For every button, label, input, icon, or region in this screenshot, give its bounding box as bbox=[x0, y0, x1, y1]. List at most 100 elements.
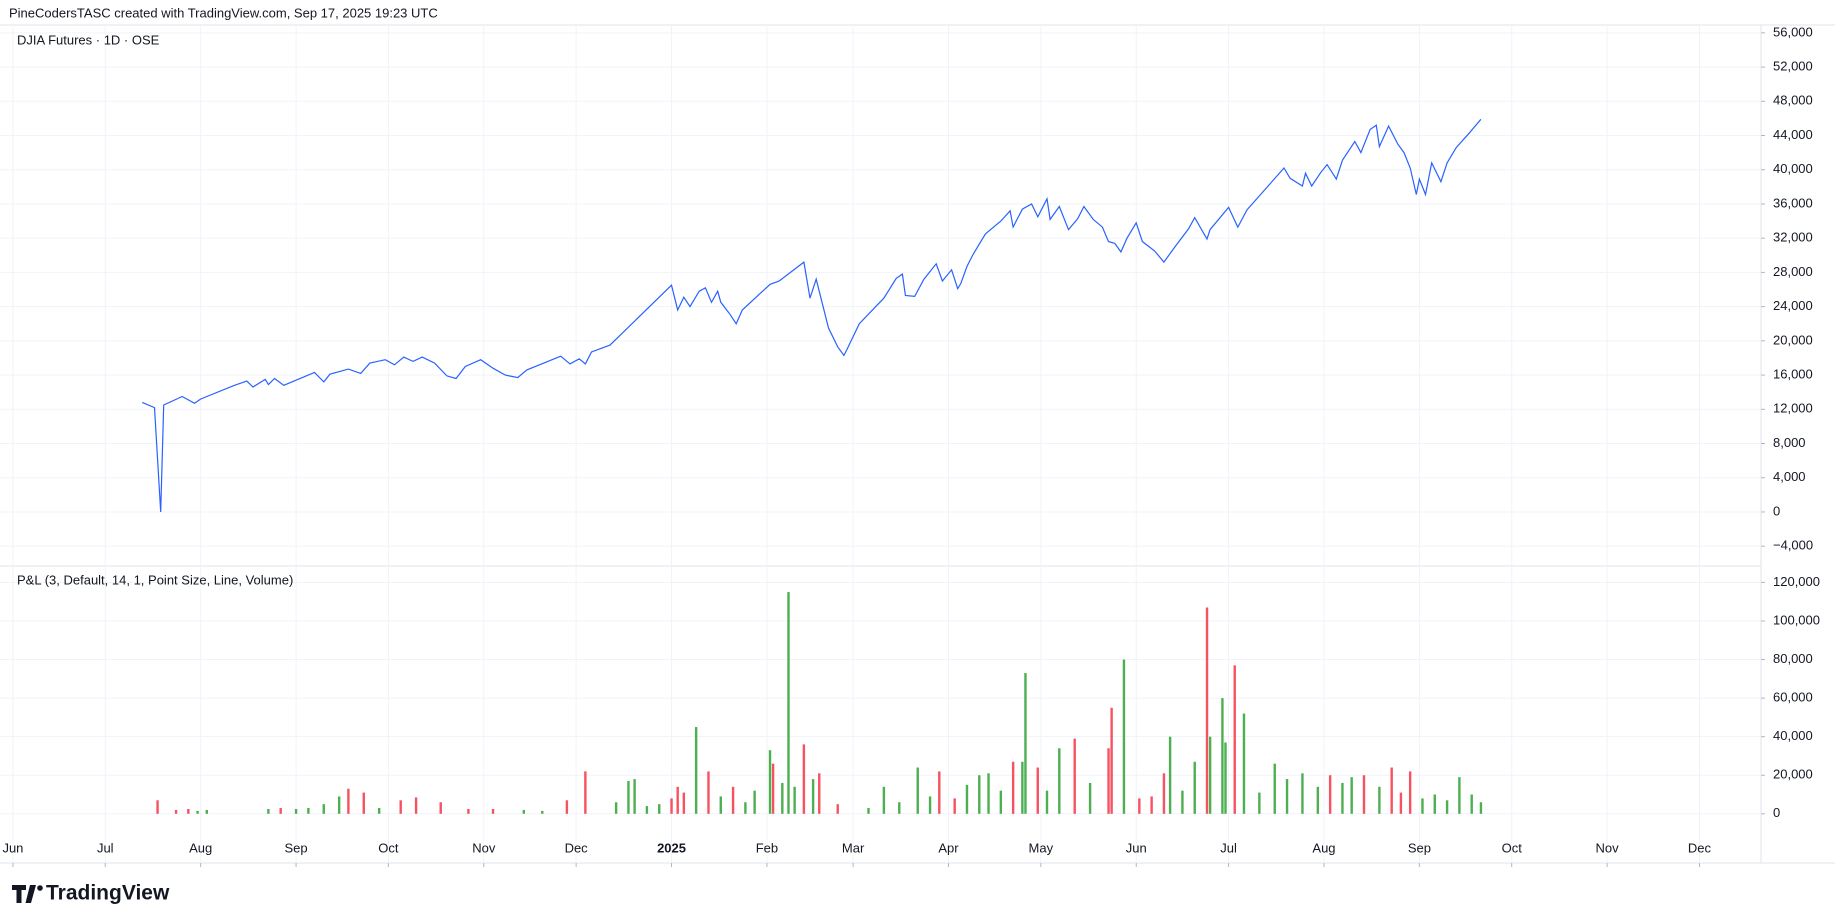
x-tick-label: Sep bbox=[1408, 840, 1431, 855]
volume-bar bbox=[1150, 796, 1153, 814]
volume-bar bbox=[818, 773, 821, 814]
volume-bar bbox=[1479, 802, 1483, 814]
volume-bar bbox=[399, 800, 402, 814]
volume-bar bbox=[753, 790, 756, 814]
volume-bar bbox=[196, 810, 199, 814]
volume-bar bbox=[156, 800, 159, 814]
volume-bar bbox=[938, 771, 941, 814]
volume-bar bbox=[1470, 794, 1473, 814]
volume-bar bbox=[1390, 767, 1393, 814]
volume-bar bbox=[658, 804, 661, 814]
volume-bar bbox=[205, 809, 209, 814]
logo-icon bbox=[12, 885, 36, 903]
plots: −4,000 0 4,000 8,000 12,000 16,000 20,000 24,00… bbox=[0, 24, 1820, 867]
volume-bar bbox=[414, 797, 418, 814]
volume-bar bbox=[1242, 713, 1246, 814]
x-tick-label: Apr bbox=[938, 840, 959, 855]
volume-bar bbox=[1024, 673, 1027, 814]
volume-bar bbox=[1058, 748, 1061, 814]
y-tick-label: 20,000 bbox=[1773, 767, 1813, 782]
y-tick-label: 56,000 bbox=[1773, 24, 1813, 39]
volume-bar bbox=[1233, 665, 1236, 814]
y-tick-label: 40,000 bbox=[1773, 728, 1813, 743]
x-tick-label: Nov bbox=[472, 840, 496, 855]
volume-bar bbox=[187, 808, 190, 814]
volume-bar bbox=[1036, 767, 1039, 814]
volume-bar bbox=[1301, 773, 1304, 814]
volume-bar bbox=[633, 779, 636, 814]
volume-bar bbox=[267, 808, 270, 814]
volume-bar bbox=[439, 802, 442, 814]
volume-bar bbox=[916, 767, 919, 814]
volume-bar bbox=[1122, 659, 1126, 814]
y-tick-label: 0 bbox=[1773, 805, 1780, 820]
volume-bar bbox=[987, 773, 990, 814]
volume-bar bbox=[694, 727, 698, 814]
volume-bar bbox=[793, 786, 796, 814]
y-tick-label: 48,000 bbox=[1773, 93, 1813, 108]
y-tick-label: 52,000 bbox=[1773, 59, 1813, 74]
y-tick-label: 80,000 bbox=[1773, 651, 1813, 666]
x-tick-label: Jun bbox=[1126, 840, 1147, 855]
volume-bar bbox=[787, 592, 790, 814]
volume-bar bbox=[1045, 790, 1049, 814]
volume-bar bbox=[1193, 761, 1196, 814]
x-tick-label: May bbox=[1029, 840, 1054, 855]
x-tick-label: Feb bbox=[756, 840, 778, 855]
volume-bar bbox=[565, 800, 569, 814]
volume-bar bbox=[614, 802, 618, 814]
volume-bar bbox=[928, 796, 932, 814]
y-tick-label: 8,000 bbox=[1773, 435, 1806, 450]
volume-bar bbox=[174, 809, 178, 814]
x-tick-label: Dec bbox=[565, 840, 589, 855]
volume-bar bbox=[1341, 782, 1344, 814]
x-tick-label: Dec bbox=[1688, 840, 1712, 855]
volume-bar bbox=[1378, 786, 1381, 814]
volume-bar bbox=[953, 798, 956, 814]
x-tick-label: Mar bbox=[842, 840, 865, 855]
volume-bar bbox=[1021, 761, 1024, 814]
y-tick-label: 28,000 bbox=[1773, 264, 1813, 279]
y-tick-label: 32,000 bbox=[1773, 230, 1813, 245]
volume-bar bbox=[1328, 775, 1332, 814]
volume-bar bbox=[1362, 775, 1366, 814]
x-tick-label: Oct bbox=[378, 840, 399, 855]
volume-bar bbox=[707, 771, 710, 814]
volume-bar bbox=[999, 790, 1003, 814]
volume-bar bbox=[584, 771, 587, 814]
volume-bar bbox=[467, 808, 470, 814]
volume-bar bbox=[1162, 773, 1166, 814]
y-tick-label: 4,000 bbox=[1773, 469, 1806, 484]
volume-bar bbox=[337, 796, 341, 814]
y-tick-label: 44,000 bbox=[1773, 127, 1813, 142]
volume-bar bbox=[522, 809, 526, 814]
x-tick-label: Jul bbox=[1220, 840, 1237, 855]
volume-bar bbox=[1181, 790, 1184, 814]
volume-bar bbox=[1138, 798, 1141, 814]
volume-bar bbox=[377, 808, 381, 814]
y-tick-label: 60,000 bbox=[1773, 690, 1813, 705]
volume-bar bbox=[811, 779, 815, 814]
x-tick-label: 2025 bbox=[657, 840, 686, 855]
volume-bar bbox=[1316, 786, 1320, 814]
y-tick-label: −4,000 bbox=[1773, 538, 1813, 553]
x-tick-label: Jun bbox=[2, 840, 23, 855]
volume-bar bbox=[744, 802, 747, 814]
y-tick-label: 36,000 bbox=[1773, 195, 1813, 210]
y-tick-label: 16,000 bbox=[1773, 367, 1813, 382]
volume-bar bbox=[1088, 782, 1092, 814]
price-line bbox=[141, 118, 1482, 513]
y-tick-label: 20,000 bbox=[1773, 332, 1813, 347]
volume-bar bbox=[322, 804, 325, 814]
volume-bar bbox=[781, 782, 784, 814]
volume-bar bbox=[731, 786, 735, 814]
volume-bar bbox=[682, 792, 686, 814]
volume-bar bbox=[771, 763, 775, 814]
pane-title: DJIA Futures · 1D · OSE bbox=[17, 32, 160, 47]
volume-bar bbox=[1445, 800, 1449, 814]
y-tick-label: 100,000 bbox=[1773, 612, 1820, 627]
volume-bar bbox=[802, 744, 806, 814]
x-tick-label: Sep bbox=[284, 840, 307, 855]
volume-bar bbox=[1107, 748, 1110, 814]
